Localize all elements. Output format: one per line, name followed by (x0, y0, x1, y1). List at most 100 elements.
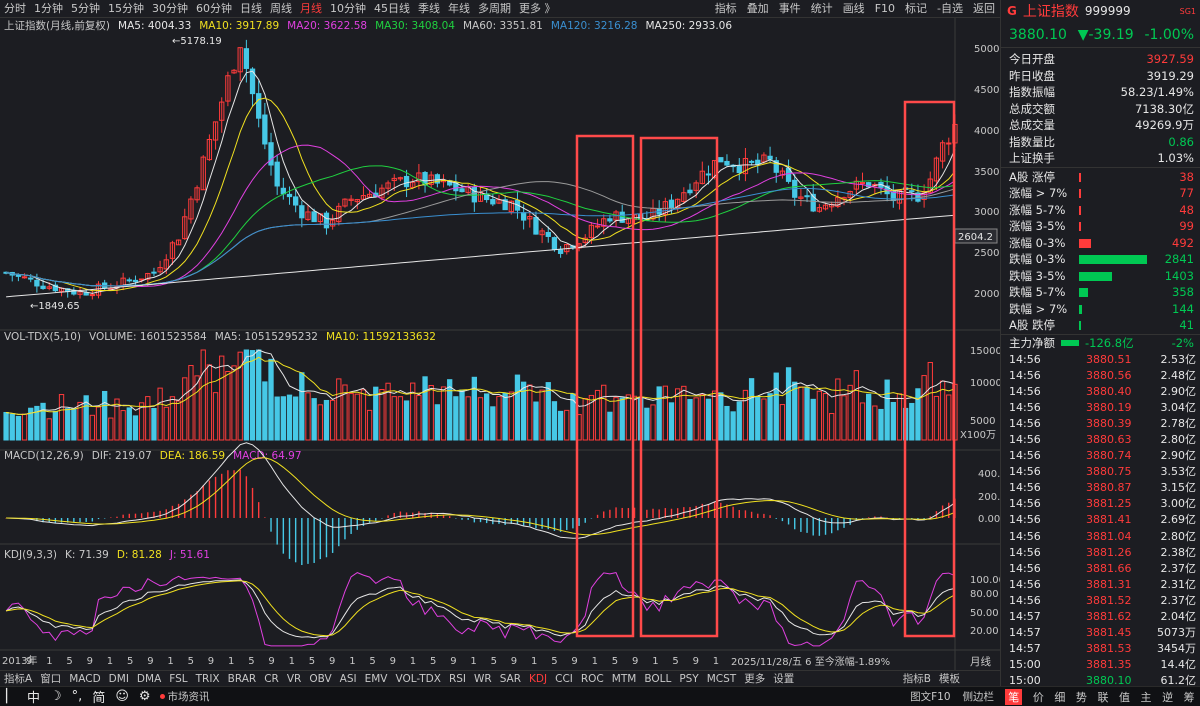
x-axis-status: 2025/11/28/五 6 至今涨幅-1.89% (731, 655, 890, 668)
detail-tab-2[interactable]: 细 (1054, 690, 1066, 704)
tick-row: 14:56 3880.19 3.04亿 (1001, 400, 1200, 416)
detail-tab-7[interactable]: 逆 (1162, 690, 1174, 704)
detail-tab-4[interactable]: 联 (1097, 690, 1109, 704)
indicator-tab-4[interactable]: DMA (136, 672, 162, 685)
breadth-value: 99 (1179, 219, 1194, 233)
tool-button-6[interactable]: 标记 (905, 1, 928, 15)
tick-time: 14:56 (1009, 481, 1041, 495)
tick-price: 3880.63 (1086, 432, 1132, 446)
period-tab-5[interactable]: 60分钟 (196, 1, 232, 15)
indicator-tab-21[interactable]: BOLL (644, 672, 672, 685)
indicator-tab-5[interactable]: FSL (169, 672, 188, 685)
breadth-row: A股 跌停 41 (1001, 317, 1200, 334)
breadth-label: A股 跌停 (1009, 318, 1056, 332)
period-tab-7[interactable]: 周线 (270, 1, 292, 15)
highlight-box-0[interactable] (575, 134, 635, 638)
stat-value: 1.03% (1157, 151, 1194, 165)
detail-tab-3[interactable]: 势 (1075, 690, 1087, 704)
period-tab-13[interactable]: 多周期 (478, 1, 511, 15)
indicator-tab-9[interactable]: VR (286, 672, 302, 685)
detail-tab-5[interactable]: 值 (1119, 690, 1130, 704)
indicator-tab-19[interactable]: ROC (580, 672, 604, 685)
indicator-tab-8[interactable]: CR (264, 672, 279, 685)
f10-link[interactable]: 图文F10 (910, 691, 951, 703)
tool-button-3[interactable]: 统计 (810, 1, 833, 15)
tool-button-2[interactable]: 事件 (778, 1, 801, 15)
stat-row: 总成交量 49269.9万 (1001, 117, 1200, 134)
tool-button-0[interactable]: 指标 (714, 1, 737, 15)
tool-button-4[interactable]: 画线 (842, 1, 865, 15)
punctuation-icon[interactable]: °, (71, 689, 83, 704)
tool-button-7[interactable]: -自选 (937, 1, 963, 15)
tool-button-1[interactable]: 叠加 (746, 1, 769, 15)
period-tab-9[interactable]: 10分钟 (330, 1, 366, 15)
emoji-icon[interactable]: ☺ (115, 689, 129, 704)
ime-chinese-button[interactable]: 中 (27, 691, 41, 706)
period-tab-0[interactable]: 分时 (4, 1, 26, 15)
tick-price: 3880.51 (1086, 352, 1132, 366)
period-tab-6[interactable]: 日线 (240, 1, 262, 15)
indicator-tab-12[interactable]: EMV (364, 672, 388, 685)
x-axis-label: 9 (511, 656, 517, 667)
gear-icon[interactable]: ⚙ (138, 689, 151, 704)
highlight-box-1[interactable] (639, 136, 719, 638)
ime-simplified-button[interactable]: 简 (92, 691, 106, 706)
macd-title: MACD(12,26,9) DIF: 219.07 DEA: 186.59 MACD:… (4, 450, 302, 462)
sidebar-link[interactable]: 侧边栏 (962, 691, 995, 703)
indicator-tab-15[interactable]: WR (474, 672, 492, 685)
detail-tab-0[interactable]: 笔 (1005, 688, 1023, 705)
period-tab-3[interactable]: 15分钟 (108, 1, 144, 15)
indicator-tab-14[interactable]: RSI (448, 672, 466, 685)
market-news-link[interactable]: 市场资讯 (167, 691, 210, 703)
period-tab-10[interactable]: 45日线 (374, 1, 410, 15)
indicator-tab-11[interactable]: ASI (339, 672, 357, 685)
indicator-tab-25[interactable]: 设置 (773, 673, 795, 685)
detail-tab-6[interactable]: 主 (1140, 690, 1152, 704)
tool-button-5[interactable]: F10 (874, 1, 896, 15)
tick-list[interactable]: 14:56 3880.51 2.53亿 14:56 3880.56 2.48亿 14:56 3… (1001, 352, 1200, 690)
macd-axis-label: 0.00 (978, 514, 1000, 525)
tick-time: 15:00 (1009, 658, 1041, 672)
indicator-tab-6[interactable]: TRIX (195, 672, 220, 685)
indicator-right-tab-0[interactable]: 指标B (902, 673, 931, 685)
detail-tab-8[interactable]: 筹 (1183, 690, 1195, 704)
indicator-tab-16[interactable]: SAR (499, 672, 522, 685)
highlight-box-2[interactable] (903, 100, 956, 638)
period-tab-12[interactable]: 年线 (448, 1, 470, 15)
indicator-tab-3[interactable]: DMI (108, 672, 129, 685)
indicator-tab-23[interactable]: MCST (706, 672, 737, 685)
indicator-tab-13[interactable]: VOL-TDX (395, 672, 441, 685)
indicator-tab-0[interactable]: 指标A (4, 673, 33, 685)
indicator-tab-2[interactable]: MACD (69, 672, 101, 685)
indicator-right-tab-1[interactable]: 模板 (939, 673, 960, 685)
kline-chart[interactable]: 上证指数(月线,前复权) MA5: 4004.33 MA10: 3917.89 MA2… (0, 18, 1000, 670)
stat-row: 昨日收盘 3919.29 (1001, 68, 1200, 85)
breadth-label: 涨幅 0-3% (1009, 235, 1066, 250)
indicator-tab-18[interactable]: CCI (555, 672, 573, 685)
tick-row: 14:56 3880.74 2.90亿 (1001, 448, 1200, 464)
period-tab-4[interactable]: 30分钟 (152, 1, 188, 15)
detail-tab-1[interactable]: 价 (1032, 690, 1044, 704)
indicator-tab-7[interactable]: BRAR (227, 672, 257, 685)
tick-price: 3880.10 (1086, 674, 1132, 688)
breadth-bar (1079, 189, 1082, 198)
indicator-tab-22[interactable]: PSY (679, 672, 699, 685)
moon-icon[interactable]: ☽ (50, 689, 62, 704)
tool-button-8[interactable]: 返回 (973, 1, 995, 15)
period-tab-8[interactable]: 月线 (300, 1, 322, 15)
x-axis-label: 5 (188, 656, 194, 667)
period-tab-14[interactable]: 更多 》 (519, 1, 556, 15)
tick-price: 3880.74 (1086, 449, 1132, 463)
period-tab-2[interactable]: 5分钟 (71, 1, 100, 15)
kdj-axis-label: 50.00 (970, 608, 999, 619)
period-tab-1[interactable]: 1分钟 (34, 1, 63, 15)
x-axis-label: 9 (147, 656, 153, 667)
indicator-tab-20[interactable]: MTM (611, 672, 637, 685)
period-tab-11[interactable]: 季线 (418, 1, 440, 15)
indicator-tab-10[interactable]: OBV (309, 672, 332, 685)
indicator-tab-24[interactable]: 更多 (744, 673, 766, 685)
tick-row: 14:56 3880.87 3.15亿 (1001, 480, 1200, 496)
indicator-tab-1[interactable]: 窗口 (40, 673, 62, 685)
cursor-icon: ▏ (6, 689, 16, 704)
indicator-tab-17[interactable]: KDJ (529, 672, 548, 685)
